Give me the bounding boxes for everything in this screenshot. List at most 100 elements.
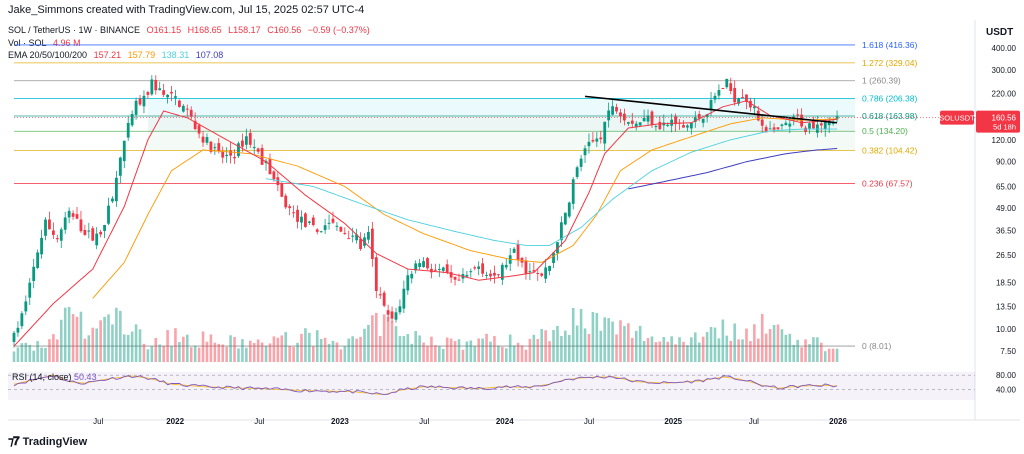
volume-bar — [386, 316, 390, 362]
candle-body — [138, 98, 142, 105]
volume-label[interactable]: Vol · SOL — [8, 38, 47, 48]
candle-body — [36, 252, 40, 268]
volume-bar — [351, 336, 354, 362]
volume-bar — [182, 336, 185, 362]
candle-body — [768, 128, 772, 130]
candle-body — [185, 108, 189, 110]
volume-bar — [772, 324, 776, 362]
candle-body — [532, 270, 536, 272]
candle-body — [158, 88, 162, 91]
volume-bar — [130, 331, 134, 362]
volume-bar — [406, 334, 410, 362]
ema20-value: 157.21 — [93, 50, 122, 60]
candle-body — [823, 121, 827, 130]
ema-label[interactable]: EMA 20/50/100/200 — [8, 50, 88, 60]
volume-bar — [567, 334, 571, 362]
volume-bar — [516, 342, 520, 362]
volume-bar — [540, 328, 544, 362]
candle-body — [544, 267, 548, 279]
symbol-legend[interactable]: SOL / TetherUS · 1W · BINANCE O161.15 H1… — [8, 25, 374, 35]
fib-band — [147, 98, 855, 116]
volume-bar — [717, 338, 721, 362]
candle-body — [166, 94, 169, 98]
volume-bar — [646, 338, 650, 362]
candle-body — [689, 122, 693, 129]
volume-bar — [611, 321, 614, 362]
candle-body — [548, 265, 551, 271]
volume-bar — [327, 343, 331, 362]
candle-body — [414, 263, 418, 271]
candle-body — [418, 263, 422, 267]
volume-bar — [678, 337, 681, 362]
candle-body — [233, 156, 236, 159]
volume-bar — [174, 328, 177, 362]
candle-body — [827, 120, 831, 126]
candle-body — [99, 231, 103, 235]
trendline[interactable] — [584, 95, 838, 124]
volume-bar — [138, 329, 142, 362]
candle-body — [252, 147, 256, 149]
rsi-label[interactable]: RSI (14, close) — [12, 372, 72, 382]
candle-body — [788, 123, 792, 127]
volume-bar — [315, 330, 319, 362]
candle-body — [477, 266, 481, 269]
volume-bar — [520, 345, 524, 362]
candle-body — [347, 238, 351, 240]
volume-bar — [504, 348, 508, 362]
candle-body — [178, 100, 181, 107]
candle-body — [599, 137, 603, 140]
volume-bar — [146, 349, 150, 362]
volume-bar — [20, 343, 24, 362]
candle-body — [256, 148, 260, 152]
candle-body — [693, 117, 697, 122]
candle-body — [465, 274, 469, 277]
volume-bar — [768, 328, 772, 362]
candle-body — [709, 100, 713, 111]
candle-body — [221, 151, 225, 158]
candle-body — [272, 171, 276, 180]
volume-bar — [347, 338, 351, 362]
volume-bar — [682, 341, 685, 362]
candle-body — [244, 136, 248, 145]
volume-bar — [780, 329, 784, 362]
volume-bar — [485, 333, 488, 362]
candle-body — [170, 91, 173, 94]
candle-body — [193, 120, 197, 130]
tradingview-brand[interactable]: ⁊𝟕 TradingView — [8, 434, 87, 449]
candle-body — [114, 177, 118, 202]
rsi-legend[interactable]: RSI (14, close) 50.43 — [12, 372, 97, 382]
volume-bar — [441, 348, 445, 362]
volume-bar — [99, 320, 102, 362]
candle-body — [75, 214, 79, 219]
ema-legend[interactable]: EMA 20/50/100/200 157.21 157.79 138.31 1… — [8, 50, 227, 60]
volume-bar — [603, 317, 607, 362]
volume-bar — [575, 325, 579, 362]
candle-body — [587, 141, 591, 147]
candle-body — [737, 98, 741, 104]
candle-body — [433, 269, 437, 271]
candle-body — [756, 110, 760, 121]
volume-bar — [193, 345, 197, 362]
candle-body — [237, 143, 240, 157]
candle-body — [323, 225, 327, 231]
fib-level-label: 1 (260.39) — [862, 76, 901, 86]
volume-bar — [587, 333, 591, 362]
fib-level-label: 0.236 (67.57) — [862, 179, 913, 189]
candle-body — [670, 119, 674, 126]
x-tick-label: Jul — [419, 417, 429, 426]
symbol-title[interactable]: SOL / TetherUS · 1W · BINANCE — [8, 25, 141, 35]
candle-body — [473, 267, 477, 269]
low-value: L158.17 — [228, 25, 261, 35]
volume-bar — [701, 336, 705, 362]
volume-bar — [544, 330, 547, 362]
volume-legend[interactable]: Vol · SOL 4.96 M — [8, 38, 85, 48]
candle-body — [815, 124, 819, 133]
volume-bar — [465, 341, 469, 362]
volume-bar — [630, 337, 634, 362]
volume-bar — [339, 349, 343, 362]
candle-body — [241, 140, 244, 147]
volume-bar — [670, 336, 673, 362]
candle-body — [394, 312, 398, 320]
y-tick-label: 13.50 — [996, 302, 1017, 311]
